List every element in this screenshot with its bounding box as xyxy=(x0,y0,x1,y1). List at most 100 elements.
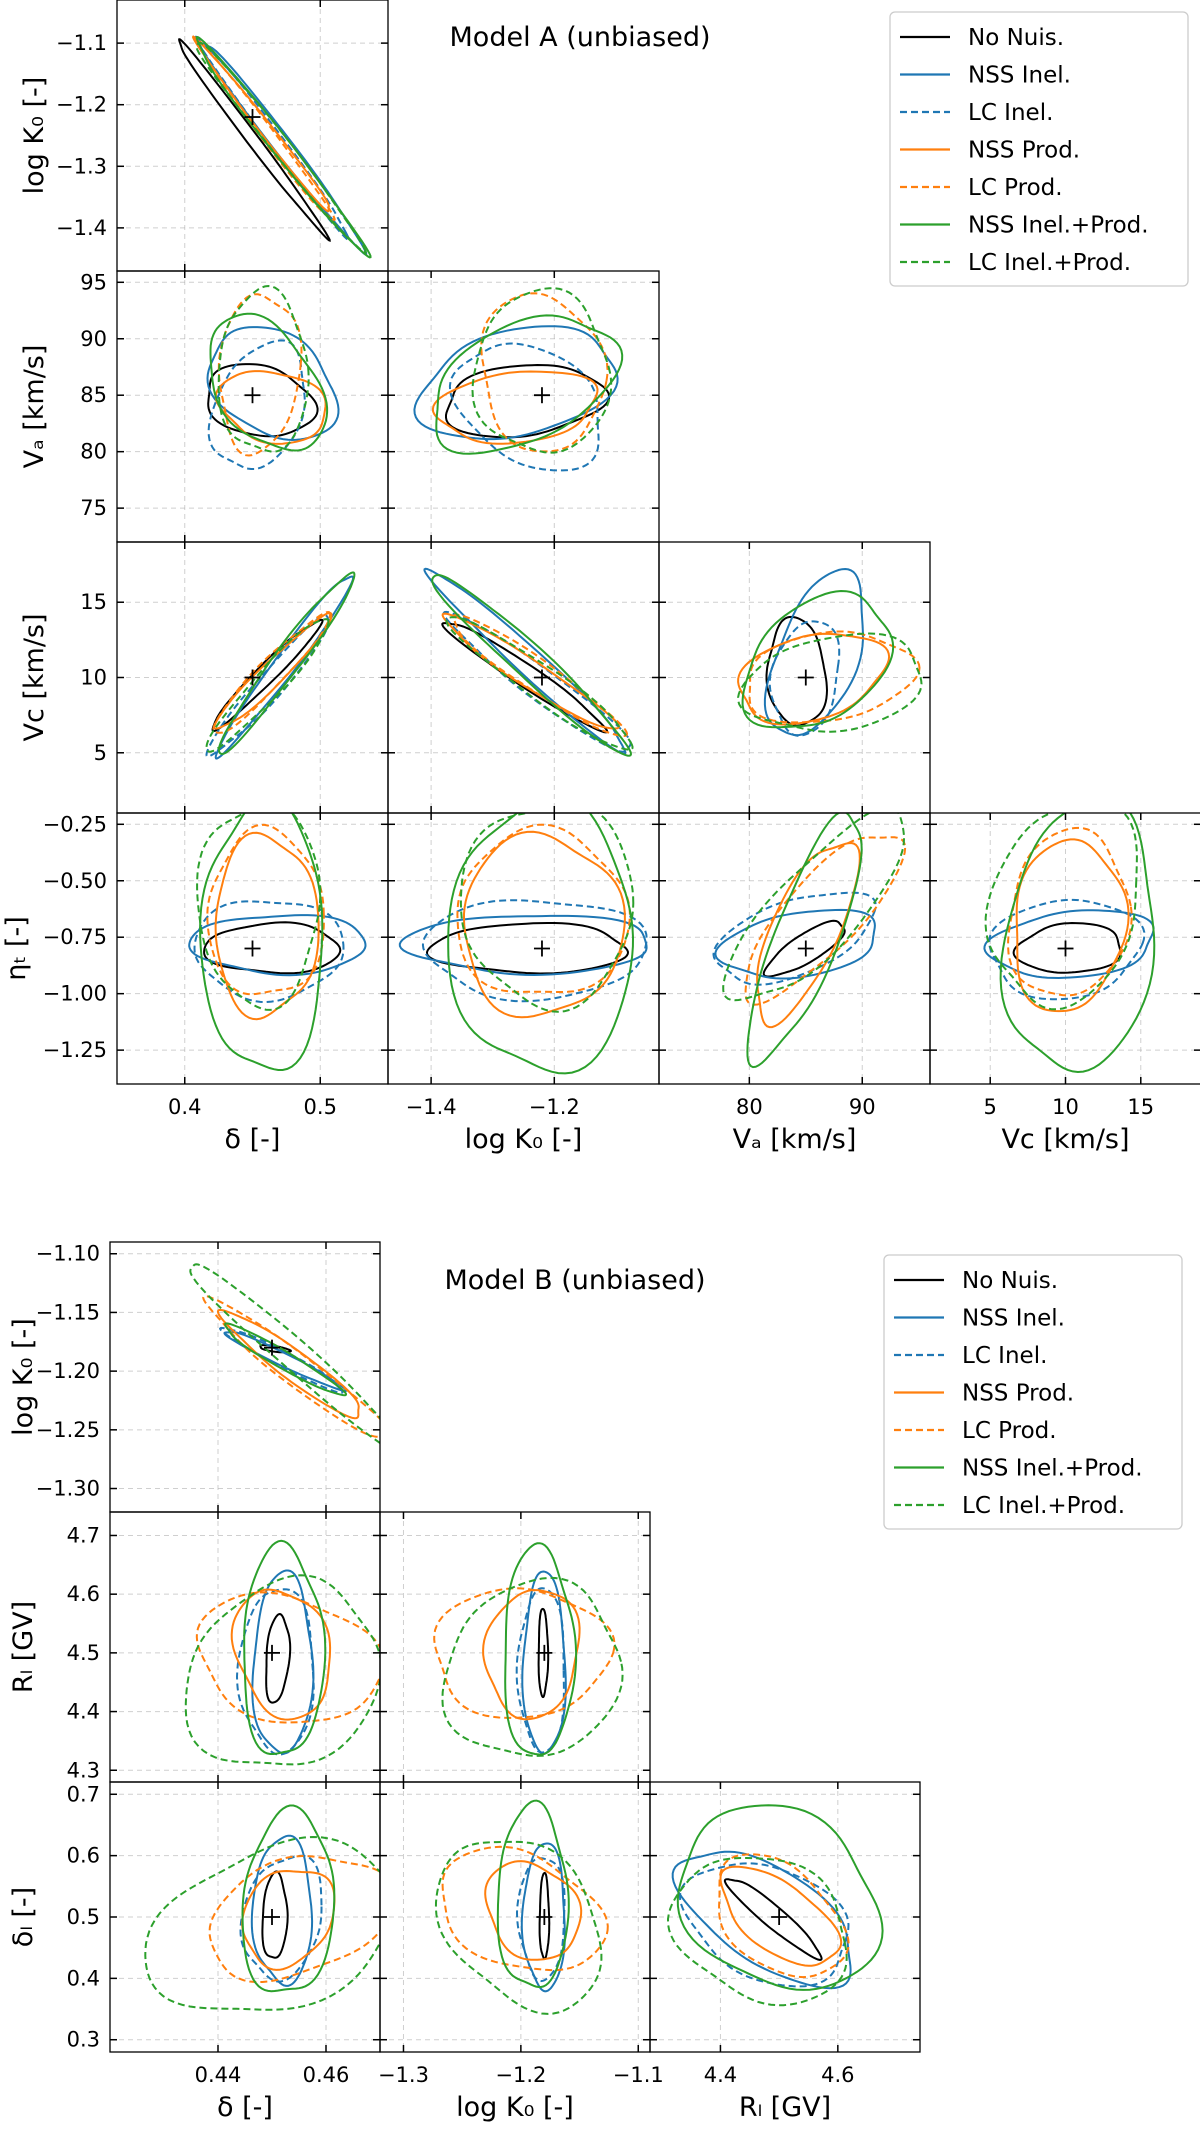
contour-nss-inel- xyxy=(214,575,355,760)
legend-label: LC Inel. xyxy=(968,100,1053,126)
contour-group xyxy=(737,567,923,737)
legend-box xyxy=(889,11,1189,287)
legend-item: LC Inel.+Prod. xyxy=(900,250,1131,276)
legend-label: NSS Prod. xyxy=(968,138,1080,164)
x-axis-label: log K₀ [-] xyxy=(465,1124,583,1155)
contour-nss-inel- xyxy=(983,909,1155,980)
legend-label: LC Prod. xyxy=(962,1418,1057,1444)
contour-lc-inel-prod- xyxy=(459,813,635,1013)
contour-nss-prod- xyxy=(431,370,599,445)
y-tick-label: −1.00 xyxy=(43,982,107,1006)
legend: No Nuis. NSS Inel. LC Inel. NSS Prod. LC Pro… xyxy=(889,11,1189,287)
contour-lc-prod- xyxy=(441,1845,609,1972)
y-tick-label: 10 xyxy=(80,666,107,690)
contour-nss-inel-prod- xyxy=(217,571,356,755)
contour-lc-inel-prod- xyxy=(144,1835,380,2011)
legend-label: NSS Inel. xyxy=(962,1306,1065,1332)
legend-item: LC Inel.+Prod. xyxy=(894,1493,1125,1519)
x-tick-label: −1.4 xyxy=(406,1095,457,1119)
contour-nss-prod- xyxy=(213,612,333,730)
contour-nss-inel-prod- xyxy=(676,1804,884,1991)
contour-lc-inel- xyxy=(712,891,877,986)
contour-group xyxy=(413,287,624,472)
contour-no-nuis- xyxy=(723,1878,823,1961)
y-tick-label: 0.3 xyxy=(67,2028,100,2052)
contour-group xyxy=(184,1539,380,1766)
x-axis-label: δ [-] xyxy=(217,2092,273,2123)
panel-3-1: −1.3 −1.2 −1.1 log K₀ [-] xyxy=(378,1781,664,2123)
contour-lc-prod- xyxy=(456,823,631,993)
contour-nss-inel- xyxy=(251,1569,315,1755)
x-tick-label: 0.46 xyxy=(303,2063,350,2087)
contour-lc-prod- xyxy=(718,1853,850,1979)
contour-nss-prod- xyxy=(463,830,626,1019)
contour-lc-inel-prod- xyxy=(984,813,1138,1011)
true-value-marker xyxy=(244,669,261,686)
contour-group xyxy=(188,813,367,1071)
true-value-marker xyxy=(264,1909,280,1925)
x-tick-label: −1.3 xyxy=(378,2063,429,2087)
x-axis-label: log K₀ [-] xyxy=(456,2092,574,2123)
contour-nss-prod- xyxy=(756,841,861,1029)
x-tick-label: −1.2 xyxy=(495,2063,546,2087)
contour-nss-inel- xyxy=(188,914,367,977)
contour-nss-inel-prod- xyxy=(741,589,895,729)
true-value-marker xyxy=(264,1339,280,1356)
y-tick-label: 80 xyxy=(80,440,107,464)
contour-nss-inel- xyxy=(250,1834,314,1987)
chart-title: Model A (unbiased) xyxy=(450,22,711,53)
y-tick-label: 4.4 xyxy=(67,1700,100,1724)
contour-nss-prod- xyxy=(441,612,620,730)
contour-nss-prod- xyxy=(216,1309,360,1420)
y-tick-label: −1.30 xyxy=(36,1477,100,1501)
panel-4-3: 5 10 15 Vᴄ [km/s] xyxy=(929,812,1200,1155)
contour-lc-inel- xyxy=(218,1326,344,1394)
y-tick-label: −1.2 xyxy=(56,93,107,117)
contour-lc-inel-prod- xyxy=(189,1263,380,1445)
x-tick-label: 0.4 xyxy=(168,1095,201,1119)
legend-item: No Nuis. xyxy=(894,1268,1058,1294)
true-value-marker xyxy=(264,1644,280,1661)
contour-lc-inel-prod- xyxy=(195,41,367,254)
y-tick-label: 75 xyxy=(80,496,107,520)
contour-nss-inel- xyxy=(714,908,876,980)
contour-no-nuis- xyxy=(425,922,630,975)
contour-lc-prod- xyxy=(202,1295,380,1438)
legend-item: LC Prod. xyxy=(900,175,1063,201)
legend-label: NSS Inel.+Prod. xyxy=(968,213,1149,239)
y-tick-label: 4.3 xyxy=(67,1758,100,1782)
contour-lc-prod- xyxy=(744,836,907,1006)
legend-label: No Nuis. xyxy=(968,25,1064,51)
panel-2-0: 75 80 85 90 95 Vₐ [km/s] xyxy=(19,270,389,543)
x-tick-label: 5 xyxy=(984,1095,997,1119)
contour-nss-inel-prod- xyxy=(496,1799,570,1988)
contour-no-nuis- xyxy=(178,38,331,243)
contour-nss-inel-prod- xyxy=(241,1804,336,1993)
panel-frame xyxy=(109,1241,381,1513)
panel-frame xyxy=(387,270,660,543)
legend-label: LC Inel.+Prod. xyxy=(968,250,1131,276)
legend-item: NSS Inel.+Prod. xyxy=(900,213,1149,239)
contour-lc-inel-prod- xyxy=(445,616,634,751)
legend-box xyxy=(883,1254,1183,1530)
contour-lc-inel- xyxy=(421,899,648,1003)
y-tick-label: −1.15 xyxy=(36,1300,100,1324)
true-value-marker xyxy=(536,1644,553,1661)
panel-3-0: 5 10 15 Vᴄ [km/s] xyxy=(19,541,389,814)
contour-group xyxy=(433,1542,624,1757)
legend-label: NSS Inel.+Prod. xyxy=(962,1456,1143,1482)
true-value-marker xyxy=(797,669,814,686)
y-tick-label: 15 xyxy=(80,590,107,614)
legend-item: NSS Prod. xyxy=(894,1381,1074,1407)
contour-group xyxy=(178,35,372,259)
contour-lc-inel- xyxy=(448,342,600,472)
contour-nss-inel-prod- xyxy=(209,312,329,452)
contour-group xyxy=(206,284,340,470)
y-tick-label: 0.5 xyxy=(67,1905,100,1929)
contour-nss-inel-prod- xyxy=(224,1322,347,1397)
y-tick-label: 0.6 xyxy=(67,1844,100,1868)
contour-nss-prod- xyxy=(191,35,330,213)
contour-group xyxy=(712,813,907,1069)
y-tick-label: −0.25 xyxy=(43,812,107,836)
y-axis-label: Vᴄ [km/s] xyxy=(19,613,50,741)
